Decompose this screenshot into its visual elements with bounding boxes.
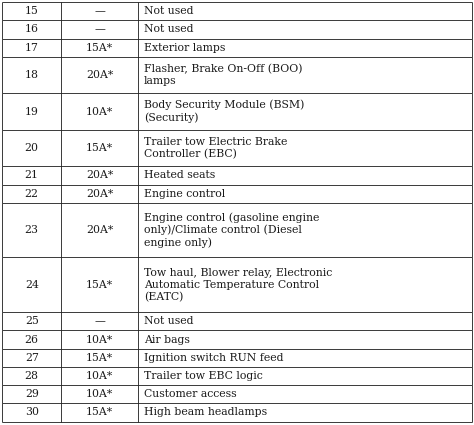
Text: Ignition switch RUN feed: Ignition switch RUN feed (144, 353, 283, 363)
Text: Engine control: Engine control (144, 189, 225, 198)
Text: 15: 15 (25, 6, 39, 16)
Text: Heated seats: Heated seats (144, 170, 215, 180)
Text: 16: 16 (25, 25, 39, 34)
Text: 15A*: 15A* (86, 43, 113, 53)
Text: 10A*: 10A* (86, 107, 113, 116)
Text: 10A*: 10A* (86, 334, 113, 345)
Text: Air bags: Air bags (144, 334, 190, 345)
Text: 29: 29 (25, 389, 39, 399)
Text: 25: 25 (25, 316, 39, 326)
Text: Not used: Not used (144, 25, 193, 34)
Text: 15A*: 15A* (86, 353, 113, 363)
Text: 23: 23 (25, 225, 39, 235)
Text: 20A*: 20A* (86, 70, 113, 80)
Text: High beam headlamps: High beam headlamps (144, 408, 267, 417)
Text: —: — (94, 6, 105, 16)
Text: 10A*: 10A* (86, 389, 113, 399)
Text: 30: 30 (25, 408, 39, 417)
Text: Not used: Not used (144, 6, 193, 16)
Text: Exterior lamps: Exterior lamps (144, 43, 226, 53)
Text: Body Security Module (BSM)
(Security): Body Security Module (BSM) (Security) (144, 100, 304, 123)
Text: 20A*: 20A* (86, 189, 113, 198)
Text: 15A*: 15A* (86, 143, 113, 153)
Text: 19: 19 (25, 107, 39, 116)
Text: 28: 28 (25, 371, 39, 381)
Text: 26: 26 (25, 334, 39, 345)
Text: Engine control (gasoline engine
only)/Climate control (Diesel
engine only): Engine control (gasoline engine only)/Cl… (144, 212, 319, 248)
Text: Trailer tow Electric Brake
Controller (EBC): Trailer tow Electric Brake Controller (E… (144, 137, 287, 159)
Text: 22: 22 (25, 189, 39, 198)
Text: 20: 20 (25, 143, 39, 153)
Text: —: — (94, 25, 105, 34)
Text: 15A*: 15A* (86, 280, 113, 290)
Text: 27: 27 (25, 353, 39, 363)
Text: —: — (94, 316, 105, 326)
Text: 20A*: 20A* (86, 225, 113, 235)
Text: 20A*: 20A* (86, 170, 113, 180)
Text: 17: 17 (25, 43, 39, 53)
Text: Trailer tow EBC logic: Trailer tow EBC logic (144, 371, 263, 381)
Text: Tow haul, Blower relay, Electronic
Automatic Temperature Control
(EATC): Tow haul, Blower relay, Electronic Autom… (144, 268, 332, 302)
Text: 21: 21 (25, 170, 39, 180)
Text: 10A*: 10A* (86, 371, 113, 381)
Text: Not used: Not used (144, 316, 193, 326)
Text: Flasher, Brake On-Off (BOO)
lamps: Flasher, Brake On-Off (BOO) lamps (144, 64, 302, 86)
Text: 18: 18 (25, 70, 39, 80)
Text: Customer access: Customer access (144, 389, 237, 399)
Text: 24: 24 (25, 280, 39, 290)
Text: 15A*: 15A* (86, 408, 113, 417)
